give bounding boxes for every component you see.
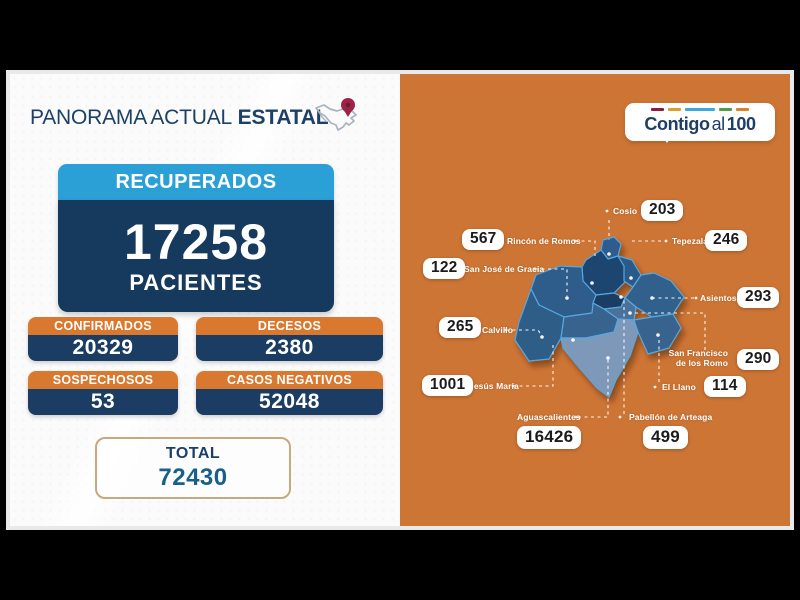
municipality-value-tepezala: 246: [705, 230, 748, 251]
logo-word-contigo: Contigo: [644, 114, 710, 134]
logo-wordmark: Contigo al 100: [625, 115, 775, 133]
logo-color-dashes-icon: [625, 108, 775, 111]
municipality-label-cosio: Cosio: [613, 206, 638, 216]
municipality-label-pabellon-de-arteaga: Pabellón de Arteaga: [629, 412, 713, 422]
municipality-label-san-jose-de-gracia: San José de Gracia: [464, 264, 545, 274]
page-title-bold: ESTATAL: [237, 106, 329, 129]
contigo-al-100-logo: Contigo al 100: [625, 103, 775, 143]
stat-label: CASOS NEGATIVOS: [196, 371, 383, 389]
municipality-label-asientos: Asientos: [700, 293, 737, 303]
stat-label: CONFIRMADOS: [28, 317, 178, 335]
logo-word-al: al: [711, 114, 726, 134]
state-summary-panel: PANORAMA ACTUAL ESTATAL RECUPERADOS 1725…: [10, 74, 400, 526]
municipality-value-calvillo: 265: [439, 317, 482, 338]
page-title: PANORAMA ACTUAL ESTATAL: [30, 106, 329, 130]
stat-label: DECESOS: [196, 317, 383, 335]
page-title-regular: PANORAMA ACTUAL: [30, 106, 232, 129]
logo-word-100: 100: [726, 114, 756, 134]
stat-card-sospechosos: SOSPECHOSOS 53: [28, 371, 178, 415]
municipality-label-san-francisco-de-los-romo: San Francisco de los Romo: [668, 348, 728, 368]
municipality-label-aguascalientes: Aguascalientes: [517, 412, 581, 422]
municipality-label-rincon-de-romos: Rincón de Romos: [507, 236, 581, 246]
stat-card-confirmados: CONFIRMADOS 20329: [28, 317, 178, 361]
municipality-label-calvillo: Calvillo: [482, 325, 514, 335]
recovered-value: 17258: [123, 214, 269, 270]
municipality-value-pabellon-de-arteaga: 499: [643, 426, 688, 449]
municipal-map-panel: Contigo al 100: [400, 74, 790, 526]
municipality-value-aguascalientes: 16426: [517, 426, 582, 449]
municipality-centroid-dots: [540, 252, 660, 360]
municipality-value-san-jose-de-gracia: 122: [423, 258, 466, 279]
municipality-label-jesus-maria: Jesús María: [469, 381, 519, 391]
stat-value: 20329: [28, 335, 178, 361]
stat-value: 53: [28, 389, 178, 415]
stat-card-decesos: DECESOS 2380: [196, 317, 383, 361]
leader-lines: [506, 220, 706, 418]
municipality-value-jesus-maria: 1001: [422, 375, 474, 396]
mexico-map-pin-icon: [315, 98, 357, 131]
recovered-count-box: 17258 PACIENTES: [58, 200, 334, 312]
label-dots: [504, 209, 698, 419]
municipality-value-cosio: 203: [641, 200, 684, 221]
stat-label: SOSPECHOSOS: [28, 371, 178, 389]
stat-card-casos-negativos: CASOS NEGATIVOS 52048: [196, 371, 383, 415]
total-box: TOTAL 72430: [95, 437, 291, 499]
municipality-label-el-llano: El Llano: [662, 382, 696, 392]
aguascalientes-state-map: [504, 209, 706, 419]
municipality-value-rincon-de-romos: 567: [462, 229, 505, 250]
stat-value: 2380: [196, 335, 383, 361]
total-value: 72430: [158, 463, 228, 491]
total-label: TOTAL: [165, 444, 221, 462]
municipality-value-san-francisco-de-los-romo: 290: [737, 349, 780, 370]
stat-value: 52048: [196, 389, 383, 415]
municipality-value-el-llano: 114: [704, 376, 746, 397]
municipality-label-tepezala: Tepezalá: [672, 236, 709, 246]
municipality-value-asientos: 293: [737, 287, 780, 308]
recovered-banner: RECUPERADOS: [58, 164, 334, 200]
recovered-unit: PACIENTES: [129, 270, 263, 295]
content-frame: PANORAMA ACTUAL ESTATAL RECUPERADOS 1725…: [6, 70, 794, 530]
